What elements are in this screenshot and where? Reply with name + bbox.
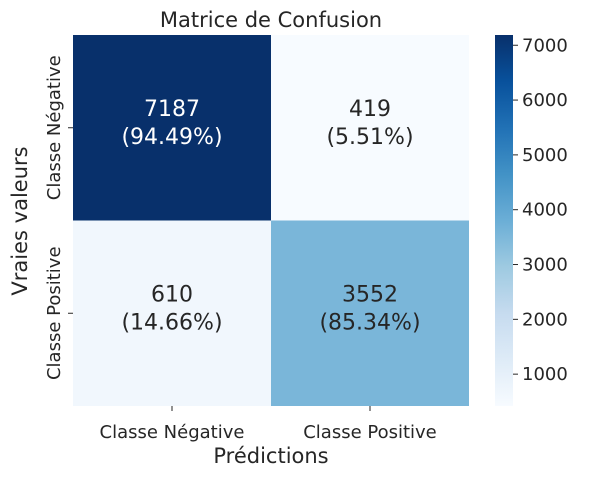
colorbar-tick-label-0: 1000 <box>522 364 568 385</box>
colorbar-tick-label-4: 5000 <box>522 145 568 166</box>
colorbar-tick-label-2: 3000 <box>522 255 568 276</box>
heatmap-cell-0-1 <box>271 35 469 221</box>
cell-label-0-1: 419 (5.51%) <box>326 97 413 150</box>
heatmap-cells <box>73 35 469 406</box>
colorbar-tick-label-5: 6000 <box>522 90 568 111</box>
heatmap-cell-0-0 <box>73 35 271 221</box>
x-tick-labels: Classe Négative Classe Positive <box>100 406 437 443</box>
x-tick-label-0: Classe Négative <box>100 422 245 443</box>
heatmap-cell-1-1 <box>271 220 469 406</box>
y-tick-label-0: Classe Négative <box>44 55 65 200</box>
colorbar <box>495 35 513 406</box>
chart-title: Matrice de Confusion <box>160 8 382 32</box>
cell-label-1-1: 3552 (85.34%) <box>319 282 420 335</box>
x-tick-label-1: Classe Positive <box>303 422 437 443</box>
x-axis-label: Prédictions <box>213 444 328 468</box>
y-axis-label: Vraies valeurs <box>8 146 32 295</box>
colorbar-tick-label-3: 4000 <box>522 200 568 221</box>
colorbar-tick-label-1: 2000 <box>522 309 568 330</box>
colorbar-ticks: 1000 2000 3000 4000 5000 6000 7000 <box>513 35 568 385</box>
heatmap-cell-1-0 <box>73 220 271 406</box>
colorbar-tick-label-6: 7000 <box>522 35 568 56</box>
cell-label-0-0: 7187 (94.49%) <box>121 97 222 150</box>
y-tick-labels: Classe Négative Classe Positive <box>44 55 73 380</box>
y-tick-label-1: Classe Positive <box>44 246 65 380</box>
cell-label-1-0: 610 (14.66%) <box>121 282 222 335</box>
heatmap-cell-labels: 7187 (94.49%) 419 (5.51%) 610 (14.66%) 3552 (85… <box>121 97 420 336</box>
